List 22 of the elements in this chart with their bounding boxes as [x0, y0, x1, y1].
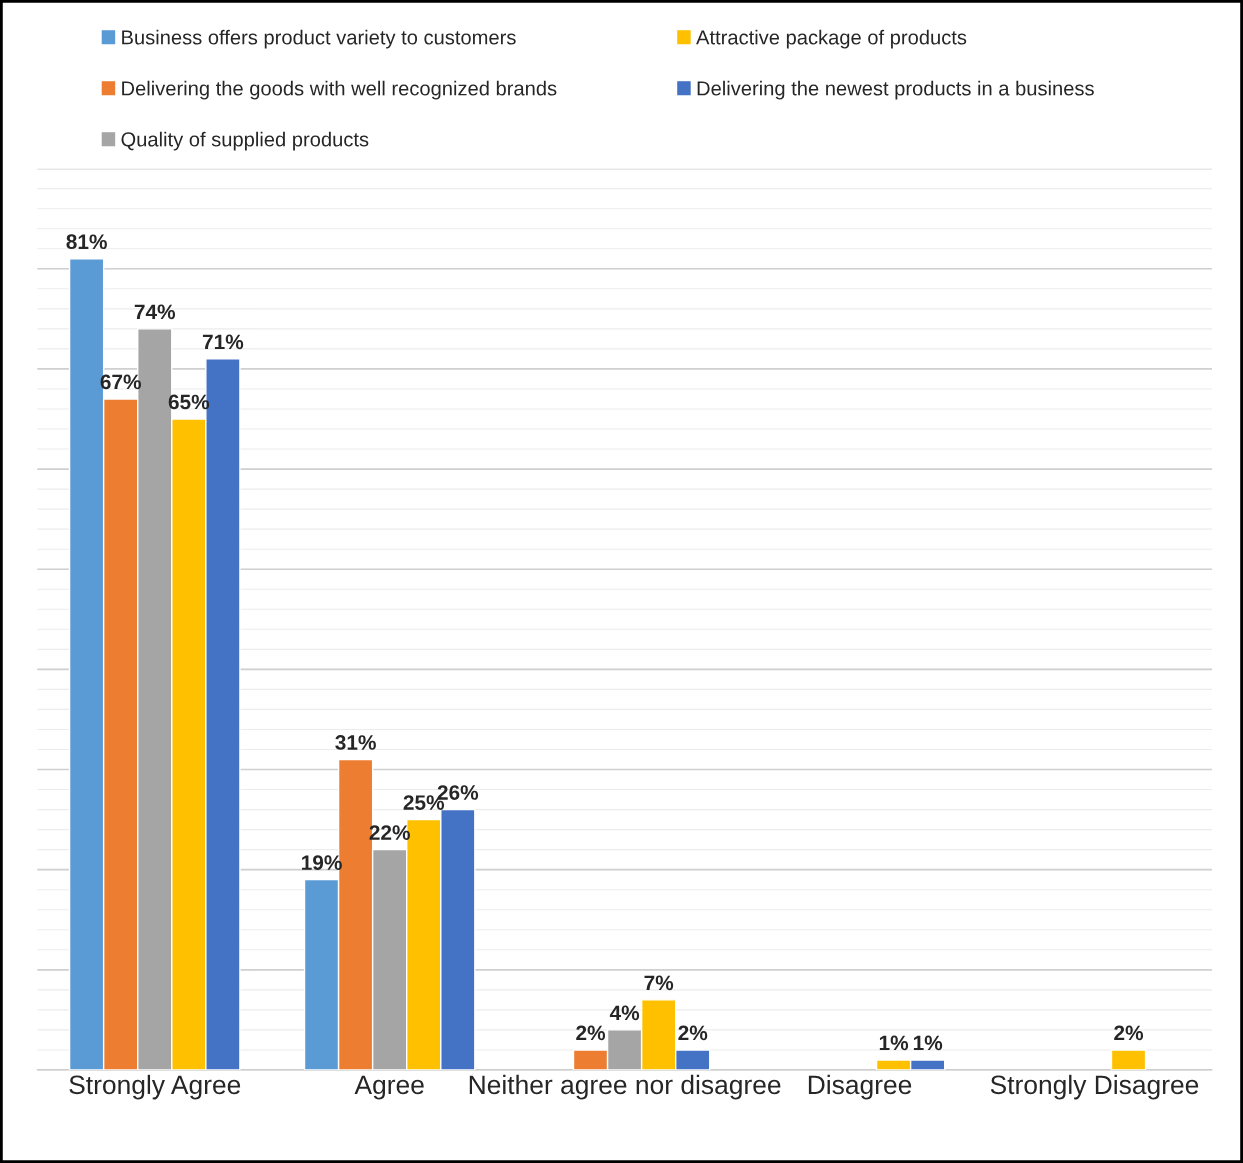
legend-label: Attractive package of products	[696, 29, 967, 49]
data-label: 4%	[609, 1005, 640, 1021]
legend-label: Delivering the newest products in a business	[697, 80, 1094, 100]
x-tick-label: Strongly Disagree	[990, 1074, 1199, 1100]
data-label: 31%	[335, 735, 376, 750]
x-tick-label: Agree	[354, 1075, 424, 1100]
data-label: 71%	[202, 334, 244, 350]
data-label: 2%	[576, 1025, 606, 1041]
x-tick-label: Strongly Agree	[69, 1074, 241, 1100]
legend-label: Delivering the goods with well recognized brands	[122, 80, 557, 100]
legend-label: Business offers product variety to customers	[122, 29, 516, 49]
data-label: 1%	[879, 1035, 909, 1051]
data-label: 74%	[134, 304, 176, 320]
legend-label: Quality of supplied products	[121, 131, 369, 151]
bar	[1110, 1049, 1147, 1070]
data-label: 2%	[678, 1025, 708, 1041]
data-label: 7%	[644, 975, 674, 991]
x-tick-label: Disagree	[808, 1074, 912, 1100]
data-label: 2%	[1114, 1025, 1144, 1041]
data-label: 1%	[913, 1035, 943, 1051]
x-tick-label: Neither agree nor disagree	[469, 1074, 781, 1100]
data-label: 81%	[66, 234, 107, 250]
